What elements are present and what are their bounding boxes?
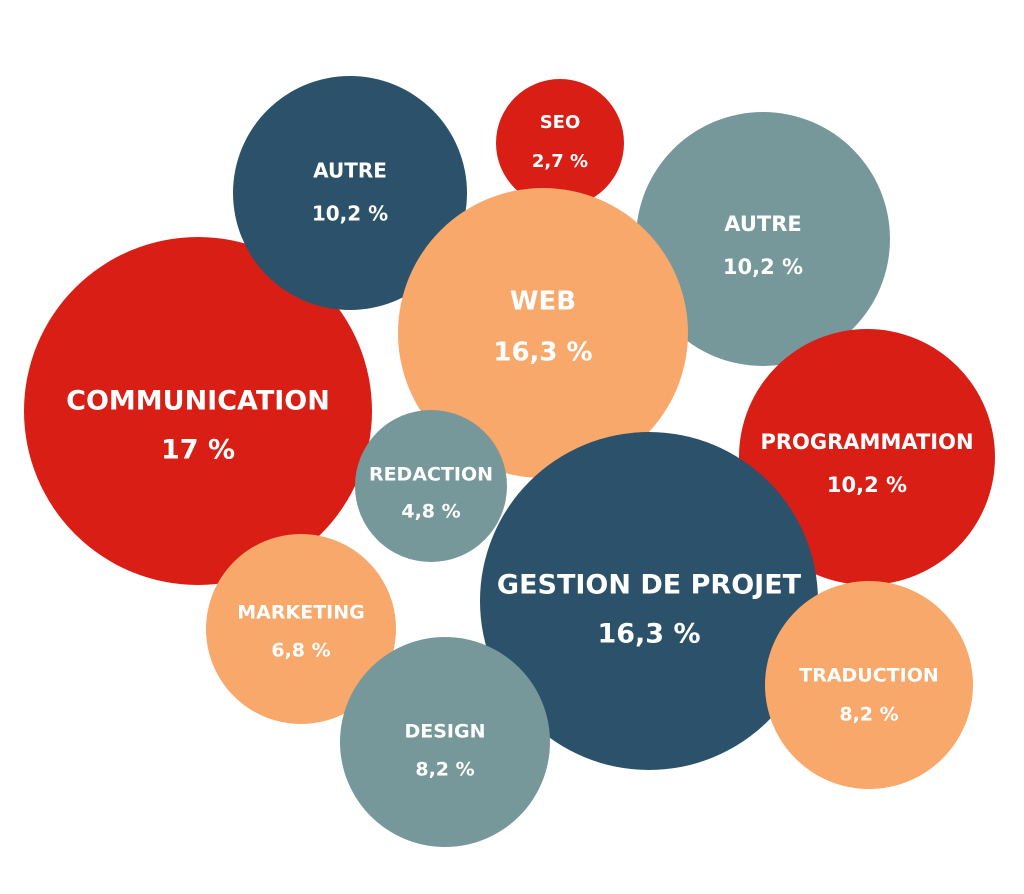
bubble-circle <box>233 76 467 310</box>
bubble-category-label: AUTRE <box>313 159 387 183</box>
bubble-value-label: 8,2 % <box>415 759 474 781</box>
bubble-value-label: 2,7 % <box>532 151 588 172</box>
bubble-autre-1: AUTRE 10,2 % <box>233 76 467 310</box>
bubble-category-label: SEO <box>540 112 581 133</box>
bubble-value-label: 16,3 % <box>493 338 592 368</box>
bubble-value-label: 10,2 % <box>723 255 803 279</box>
bubble-circle <box>480 432 818 770</box>
bubble-circle <box>765 581 973 789</box>
bubble-circle <box>496 79 624 207</box>
bubble-circle <box>739 329 995 585</box>
bubble-autre-3: AUTRE 10,2 % <box>636 112 890 366</box>
bubble-category-label: MARKETING <box>237 602 364 624</box>
bubble-gestion-de-projet-7: GESTION DE PROJET 16,3 % <box>480 432 818 770</box>
bubble-traduction-10: TRADUCTION 8,2 % <box>765 581 973 789</box>
bubble-web-4: WEB 16,3 % <box>398 188 688 478</box>
bubble-programmation-5: PROGRAMMATION 10,2 % <box>739 329 995 585</box>
bubble-redaction-6: REDACTION 4,8 % <box>355 410 507 562</box>
bubble-value-label: 10,2 % <box>827 473 907 497</box>
bubble-category-label: GESTION DE PROJET <box>497 570 802 601</box>
bubble-seo-2: SEO 2,7 % <box>496 79 624 207</box>
bubble-design-9: DESIGN 8,2 % <box>340 637 550 847</box>
bubble-circle <box>24 237 372 585</box>
bubble-value-label: 8,2 % <box>839 704 898 726</box>
bubble-value-label: 10,2 % <box>312 202 388 226</box>
bubble-circle <box>636 112 890 366</box>
bubble-value-label: 4,8 % <box>401 501 460 523</box>
bubble-circle <box>206 534 396 724</box>
bubble-category-label: COMMUNICATION <box>66 386 330 417</box>
bubble-category-label: DESIGN <box>404 721 485 743</box>
bubbles-layer: COMMUNICATION 17 % AUTRE 10,2 % SEO 2,7 % AUTR… <box>24 76 995 847</box>
bubble-category-label: TRADUCTION <box>799 665 939 687</box>
bubble-category-label: REDACTION <box>369 464 493 486</box>
bubble-value-label: 6,8 % <box>271 640 330 662</box>
bubble-circle <box>398 188 688 478</box>
bubble-marketing-8: MARKETING 6,8 % <box>206 534 396 724</box>
bubble-value-label: 17 % <box>161 435 235 466</box>
bubble-value-label: 16,3 % <box>597 619 700 650</box>
bubble-category-label: PROGRAMMATION <box>760 430 973 454</box>
bubble-circle <box>355 410 507 562</box>
bubble-communication-0: COMMUNICATION 17 % <box>24 237 372 585</box>
bubble-category-label: WEB <box>510 287 576 317</box>
bubble-category-label: AUTRE <box>724 212 802 236</box>
bubble-circle <box>340 637 550 847</box>
